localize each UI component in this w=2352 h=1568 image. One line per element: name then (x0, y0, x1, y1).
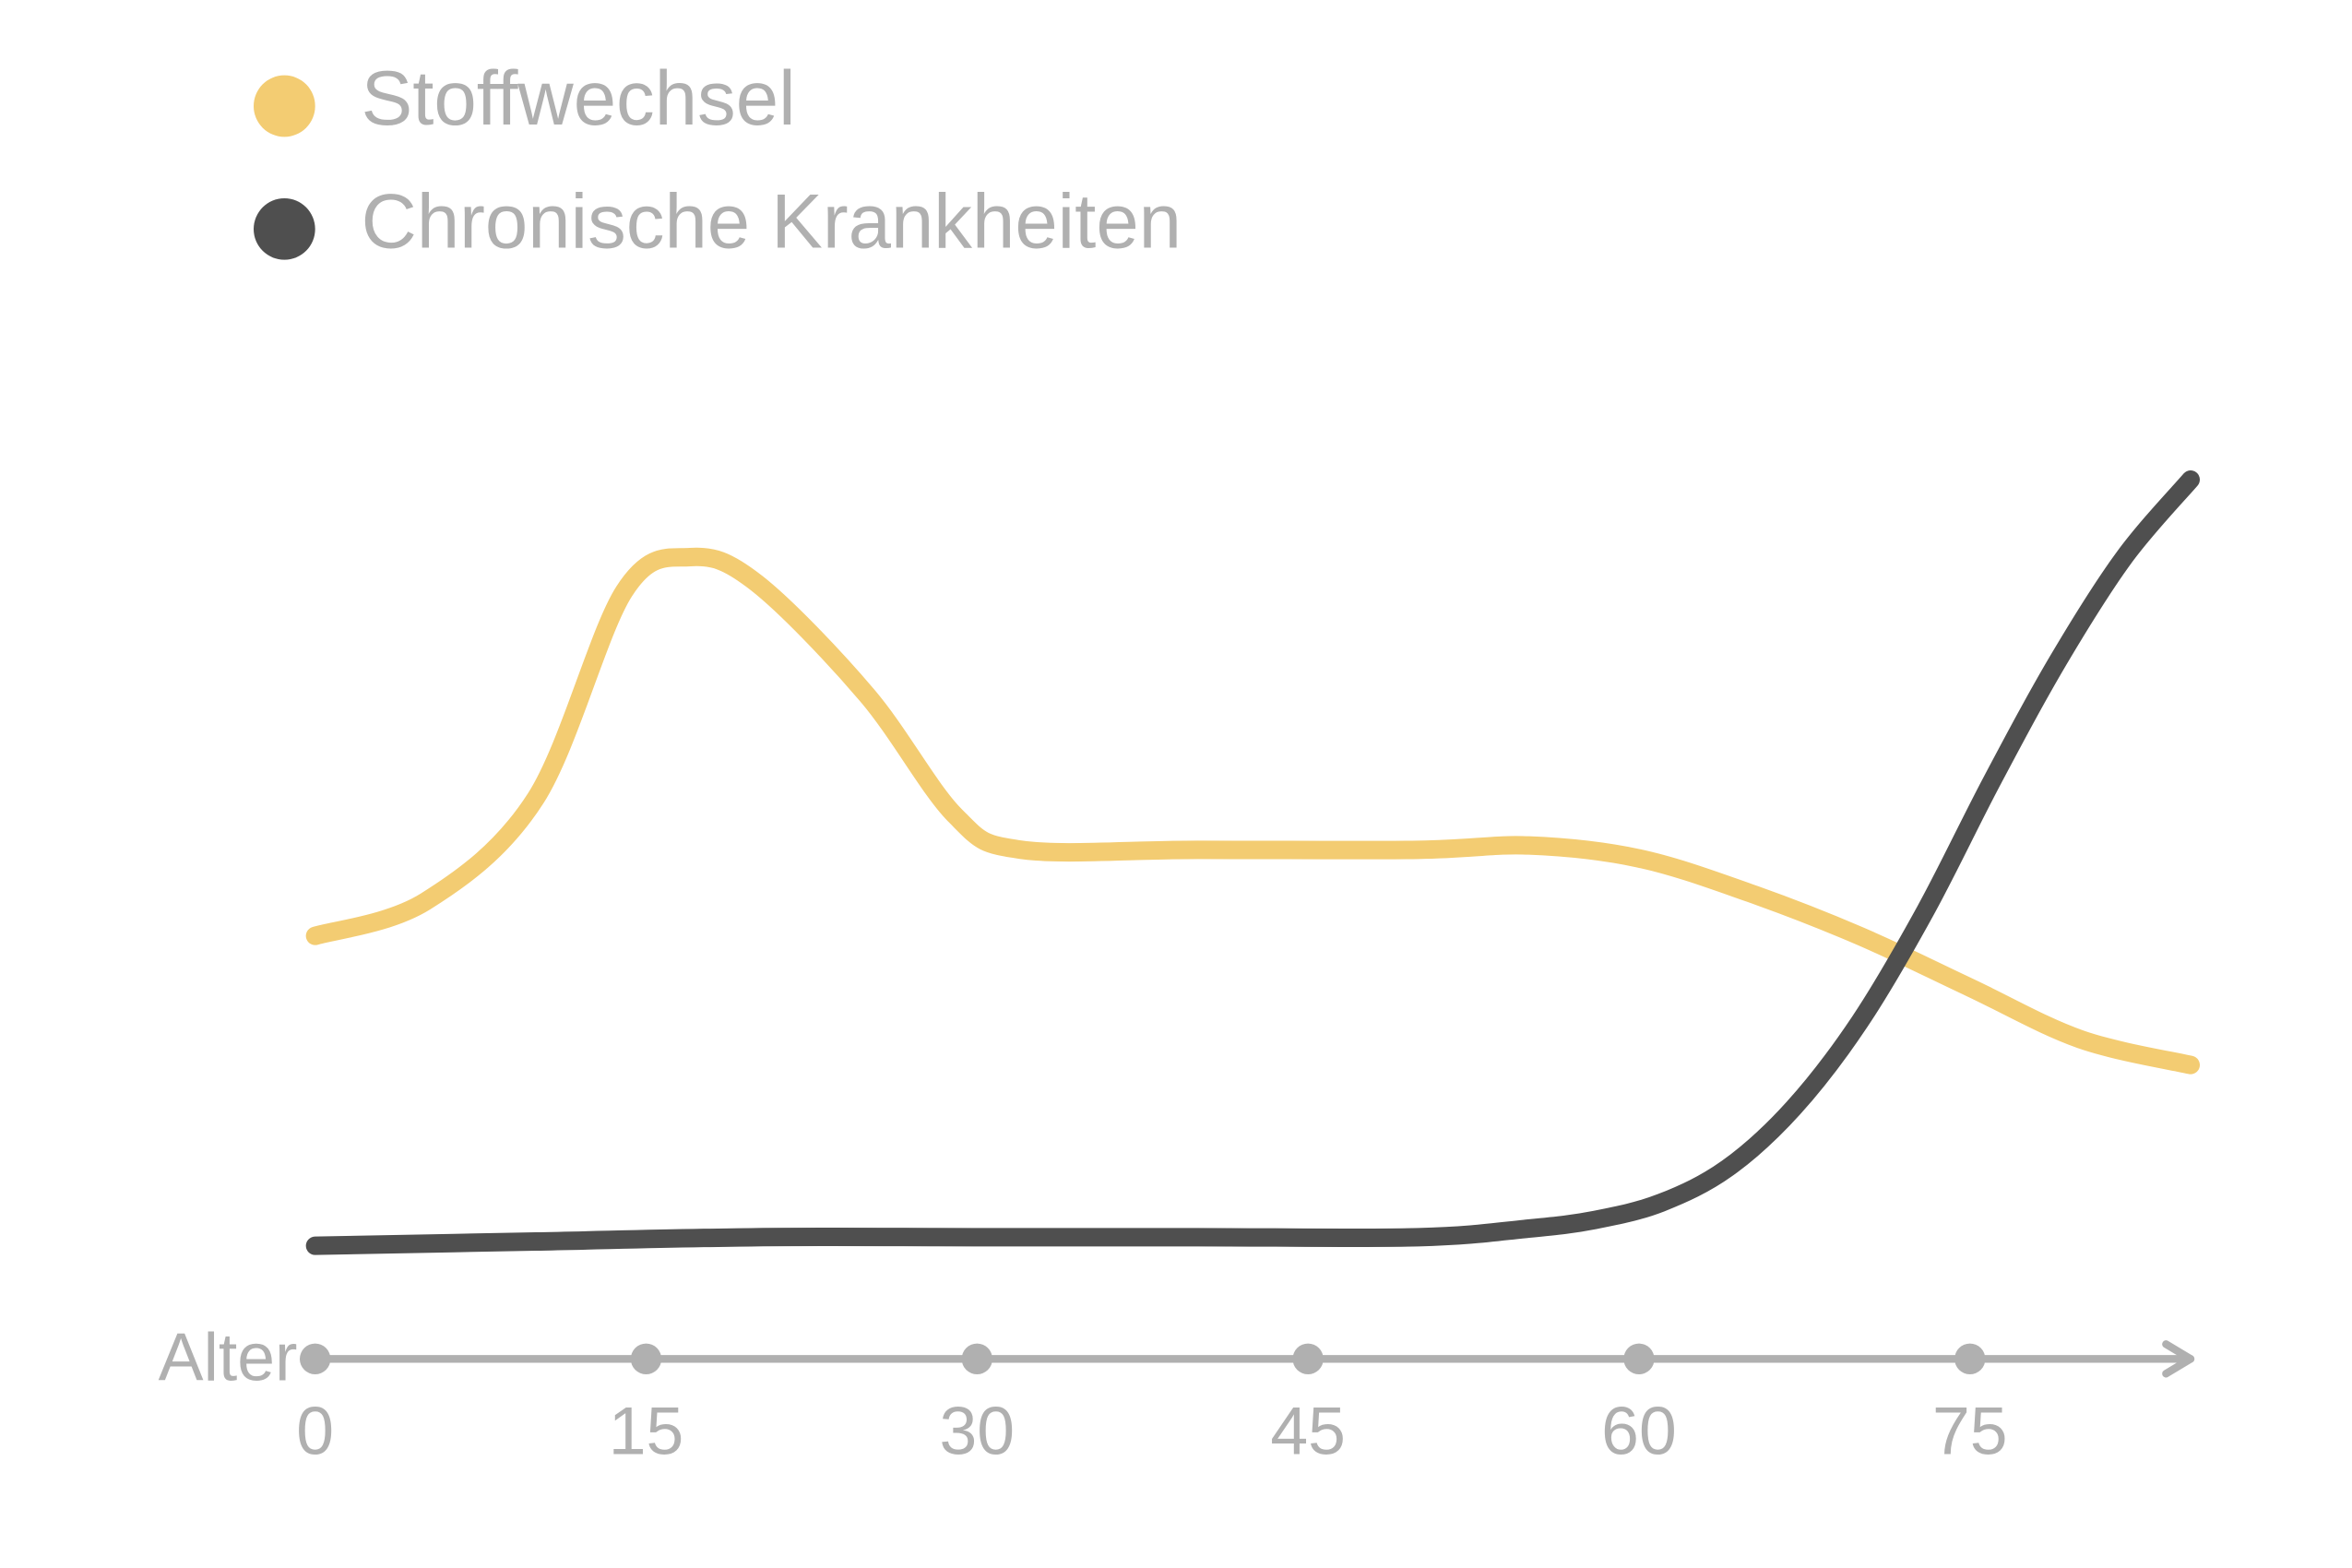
x-tick-label-4: 60 (1601, 1394, 1677, 1469)
legend-dot-0 (254, 76, 315, 137)
x-tick-dot-4 (1623, 1344, 1654, 1374)
x-tick-dot-2 (962, 1344, 992, 1374)
chart-container: Stoffwechsel Chronische Krankheiten Alter0… (0, 0, 2352, 1568)
legend-text-0: Stoffwechsel (362, 55, 796, 141)
legend-dot-1 (254, 198, 315, 260)
x-tick-label-1: 15 (609, 1394, 684, 1469)
x-tick-label-0: 0 (296, 1394, 334, 1469)
x-tick-label-2: 30 (940, 1394, 1016, 1469)
x-axis-title: Alter (159, 1320, 298, 1396)
x-tick-dot-1 (631, 1344, 661, 1374)
x-tick-dot-0 (300, 1344, 330, 1374)
x-tick-dot-3 (1292, 1344, 1323, 1374)
legend-text-1: Chronische Krankheiten (362, 178, 1182, 264)
x-tick-dot-5 (1954, 1344, 1985, 1374)
line-chart: Stoffwechsel Chronische Krankheiten Alter0… (55, 37, 2297, 1513)
x-tick-label-3: 45 (1270, 1394, 1346, 1469)
x-tick-label-5: 75 (1932, 1394, 2008, 1469)
